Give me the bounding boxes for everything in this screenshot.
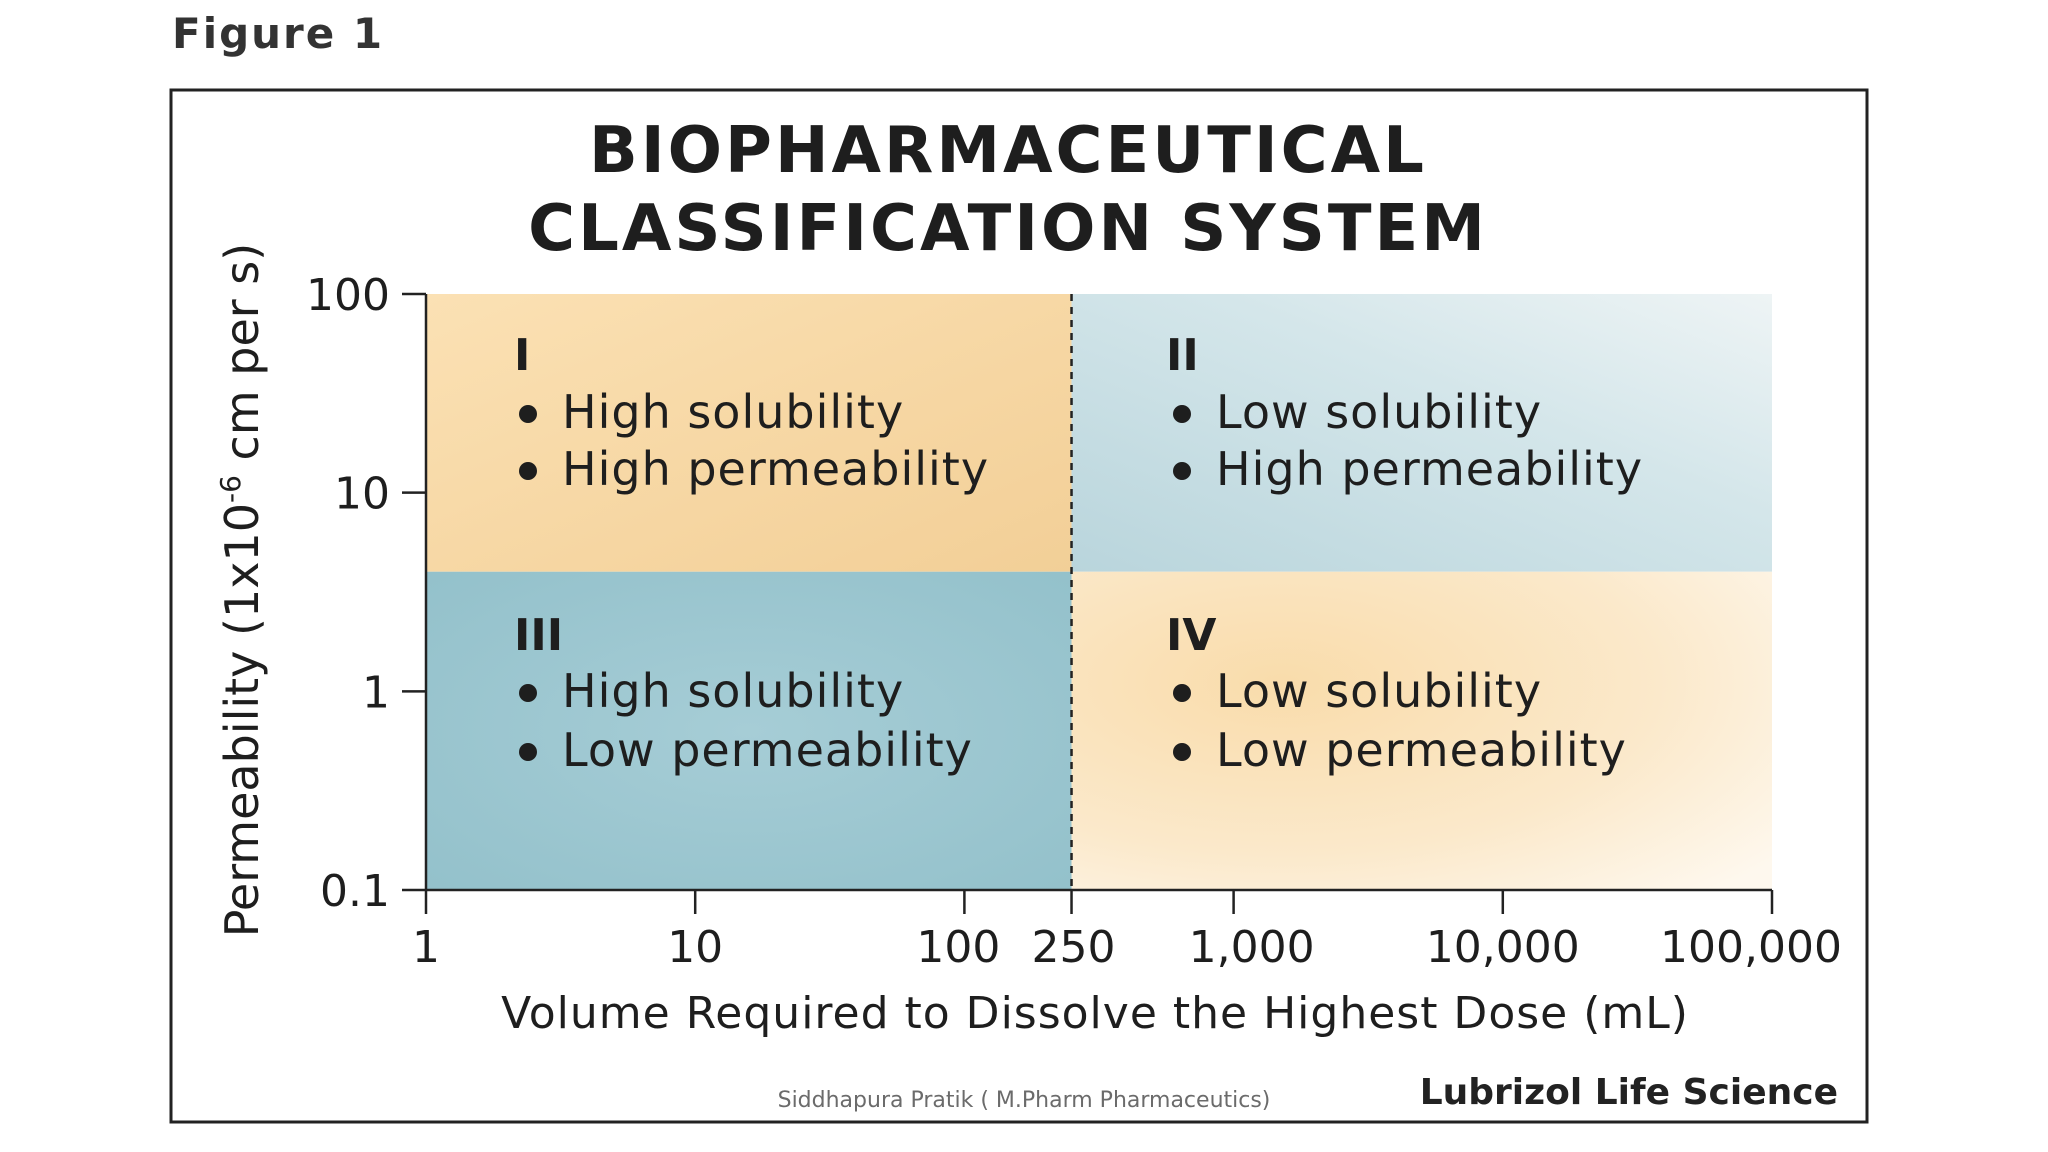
class-iii-permeability: Low permeability [562, 723, 973, 777]
class-ii-permeability: High permeability [1216, 442, 1643, 496]
class-iv-permeability: Low permeability [1216, 723, 1627, 777]
quadrant-class-ii [1071, 294, 1772, 572]
class-i-solubility: High solubility [562, 385, 904, 439]
quadrant-class-iii [426, 571, 1072, 890]
class-i-permeability: High permeability [562, 442, 989, 496]
x-tick-label: 250 [1032, 922, 1116, 973]
y-tick-label: 10 [334, 469, 390, 520]
quadrant-class-iv [1071, 571, 1772, 890]
class-ii-solubility: Low solubility [1216, 385, 1542, 439]
y-axis-label-exponent: -6 [214, 475, 247, 503]
credit-text: Lubrizol Life Science [1420, 1072, 1838, 1113]
x-tick-label: 10,000 [1426, 922, 1580, 973]
chart-title-line-1: BIOPHARMACEUTICAL [589, 114, 1427, 188]
class-i-bullet-1 [519, 405, 537, 423]
class-iii-bullet-1 [519, 684, 537, 702]
y-tick-label: 1 [362, 667, 390, 718]
class-i-label-group: I High solubility High permeability [514, 330, 989, 496]
class-iv-bullet-2 [1173, 743, 1191, 761]
y-tick-label: 0.1 [320, 866, 390, 917]
class-iv-solubility: Low solubility [1216, 664, 1542, 718]
figure-label: Figure 1 [172, 9, 384, 58]
quadrant-class-i [426, 294, 1072, 572]
class-ii-bullet-2 [1173, 462, 1191, 480]
x-tick-label: 1 [412, 922, 440, 973]
class-iv-roman: IV [1166, 610, 1216, 661]
class-iii-roman: III [514, 610, 563, 661]
quadrant-layer [426, 294, 1772, 890]
class-iii-bullet-2 [519, 743, 537, 761]
class-iii-solubility: High solubility [562, 664, 904, 718]
class-iv-label-group: IV Low solubility Low permeability [1166, 610, 1627, 777]
class-ii-label-group: II Low solubility High permeability [1166, 330, 1643, 496]
x-tick-label: 1,000 [1189, 922, 1315, 973]
class-ii-roman: II [1166, 330, 1199, 381]
x-tick-label: 100 [916, 922, 1000, 973]
class-i-roman: I [514, 330, 530, 381]
class-iv-bullet-1 [1173, 684, 1191, 702]
chart-title-line-2: CLASSIFICATION SYSTEM [528, 192, 1488, 266]
x-ticks: 1 10 100 250 1,000 10,000 100,000 [412, 890, 1842, 973]
class-ii-bullet-1 [1173, 405, 1191, 423]
class-i-bullet-2 [519, 462, 537, 480]
y-axis-label: Permeability (1x10-6 cm per s) [214, 243, 269, 937]
y-ticks: 100 10 1 0.1 [306, 270, 426, 917]
watermark-text: Siddhapura Pratik ( M.Pharm Pharmaceutic… [778, 1088, 1271, 1113]
class-iii-label-group: III High solubility Low permeability [514, 610, 973, 777]
x-tick-label: 10 [667, 922, 723, 973]
x-axis-label: Volume Required to Dissolve the Highest … [501, 988, 1689, 1039]
y-tick-label: 100 [306, 270, 390, 321]
x-tick-label: 100,000 [1660, 922, 1842, 973]
